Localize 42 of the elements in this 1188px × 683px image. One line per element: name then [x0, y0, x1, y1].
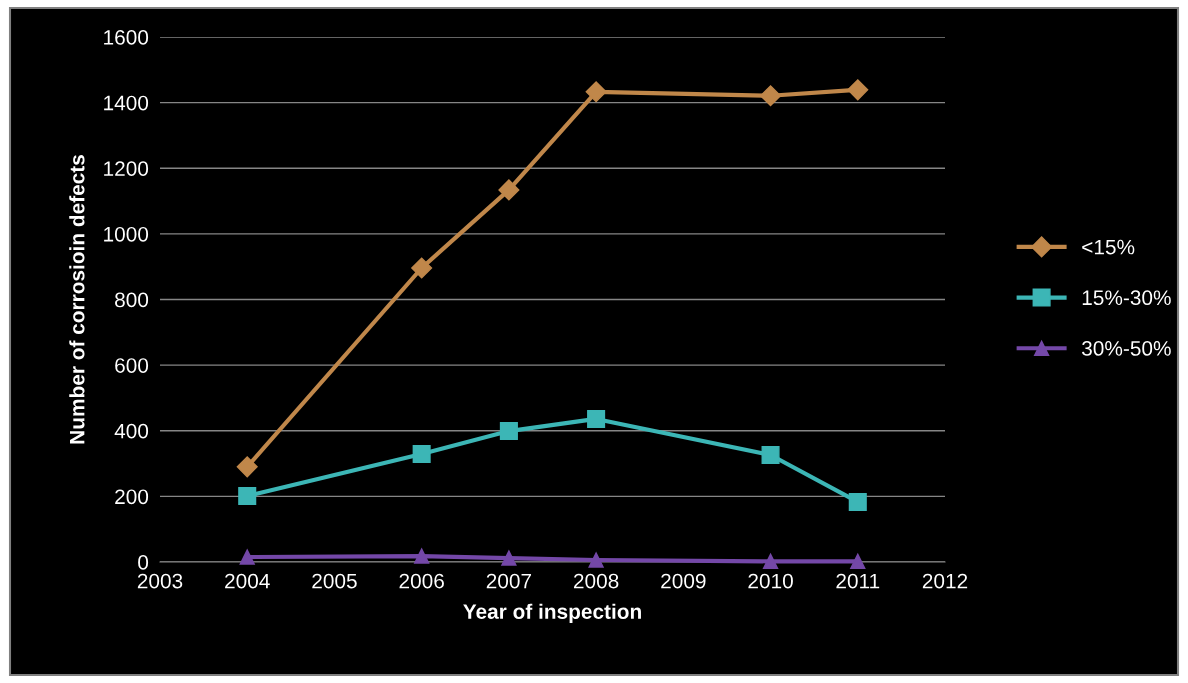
y-tick-label: 200 — [115, 489, 149, 505]
x-tick-label: 2009 — [661, 573, 706, 589]
x-tick-label: 2012 — [922, 573, 968, 589]
point — [414, 548, 430, 564]
x-tick-label: 2003 — [137, 573, 183, 589]
y-tick-label: 1400 — [104, 95, 149, 111]
point — [850, 553, 866, 569]
point — [761, 446, 780, 465]
point — [411, 257, 433, 279]
y-axis-title: Number of corrosioin defects — [69, 155, 85, 444]
legend-label: 30%-50% — [1081, 341, 1171, 356]
point — [236, 456, 258, 478]
y-tick-label: 400 — [114, 423, 149, 439]
x-tick-label: 2011 — [836, 573, 880, 589]
point — [239, 549, 255, 565]
x-tick-label: 2008 — [573, 573, 619, 589]
point — [848, 492, 867, 511]
y-tick-label: 800 — [115, 292, 149, 308]
point — [587, 409, 606, 428]
y-tick-label: 1600 — [104, 30, 149, 45]
point — [588, 552, 604, 568]
x-tick-label: 2005 — [312, 573, 357, 589]
y-tick-label: 600 — [115, 358, 149, 373]
point — [498, 179, 520, 201]
x-tick-label: 2006 — [399, 573, 444, 589]
y-tick-label: 1000 — [104, 226, 149, 242]
point — [499, 422, 518, 441]
point — [762, 553, 779, 569]
x-tick-label: 2010 — [748, 573, 793, 589]
point — [501, 550, 517, 566]
point — [585, 81, 607, 103]
legend-label: 15%-30% — [1082, 290, 1171, 306]
x-tick-label: 2007 — [486, 573, 532, 589]
x-tick-label: 2004 — [225, 573, 270, 589]
point — [760, 85, 782, 107]
y-tick-label: 1200 — [104, 161, 149, 176]
legend-label: <15% — [1082, 239, 1135, 255]
point — [238, 487, 257, 506]
y-tick-label: 0 — [138, 555, 149, 570]
point — [847, 79, 869, 101]
x-axis-title: Year of inspection — [463, 603, 641, 624]
point — [412, 445, 431, 464]
